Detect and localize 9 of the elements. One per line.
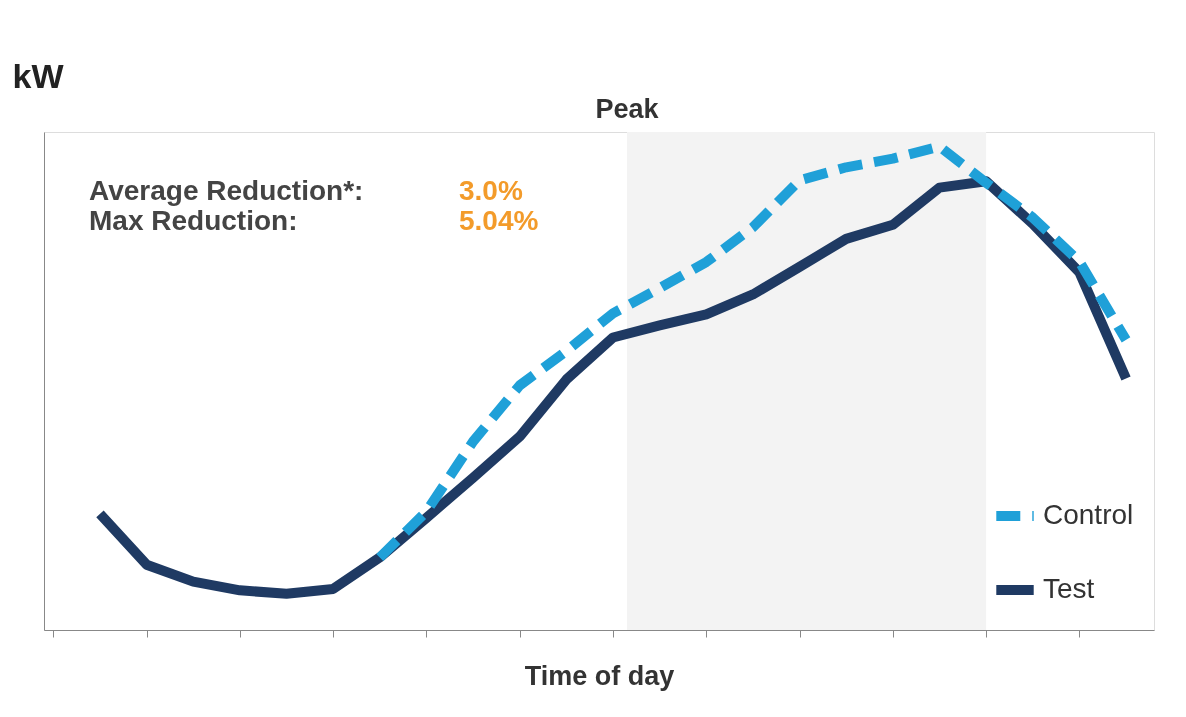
text: Peak <box>595 94 660 124</box>
annotation: Average Reduction*: <box>89 175 364 206</box>
y-axis-title: kW <box>12 56 65 95</box>
annotation: Max Reduction: <box>89 205 298 236</box>
legend-label: Test <box>1043 573 1095 604</box>
annotation: 3.0% <box>459 175 523 206</box>
annotation: 5.04% <box>459 205 539 236</box>
x-axis-title: Time of day <box>524 660 675 691</box>
legend-label: Control <box>1043 499 1134 530</box>
